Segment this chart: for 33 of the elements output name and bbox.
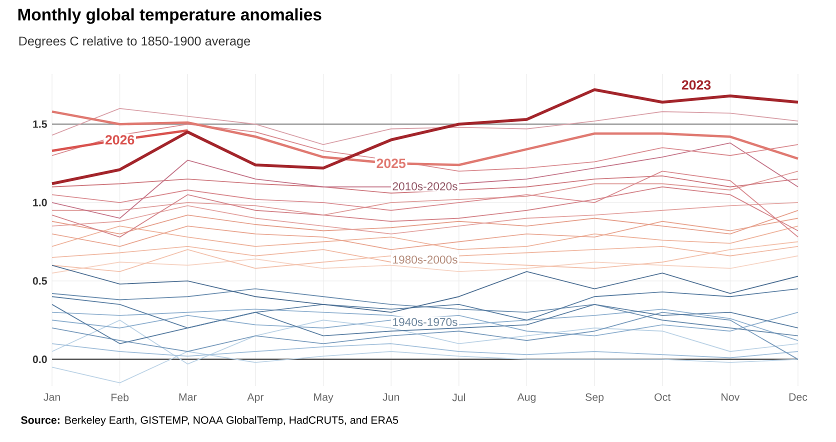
line-series xyxy=(52,202,798,234)
chart-title: Monthly global temperature anomalies xyxy=(18,8,322,24)
y-tick-label: 0.5 xyxy=(32,277,47,285)
y-tick-label: 1.0 xyxy=(33,198,47,206)
y-tick-label: 0.0 xyxy=(32,356,47,364)
x-tick-label: Aug xyxy=(517,393,536,403)
line-series xyxy=(52,264,798,313)
line-series xyxy=(52,343,798,358)
annotation: 1940s-1970s xyxy=(393,318,458,326)
line-series xyxy=(52,241,798,272)
x-tick-label: Jun xyxy=(382,393,400,401)
x-tick-label: Jul xyxy=(452,393,466,402)
line-series xyxy=(52,108,798,146)
line-series xyxy=(52,312,798,360)
line-series xyxy=(52,170,798,238)
x-tick-label: Sep xyxy=(586,393,604,404)
annotation: 1980s-2000s xyxy=(393,256,458,264)
x-tick-label: Apr xyxy=(247,393,264,403)
text: Source: Berkeley Earth, GISTEMP, NOAA GlobalTemp, HadCRUT5, and ERA5 xyxy=(21,416,398,426)
chart-subtitle: Degrees C relative to 1850-1900 average xyxy=(19,36,250,48)
series-label: 2023 xyxy=(682,80,711,90)
x-tick-label: Dec xyxy=(789,393,808,401)
x-tick-label: May xyxy=(314,393,334,403)
line-series xyxy=(52,170,798,216)
x-tick-label: Nov xyxy=(722,393,740,401)
line-series xyxy=(52,288,798,336)
x-tick-label: Oct xyxy=(654,393,671,401)
y-tick-label: 1.5 xyxy=(33,120,47,128)
line-series xyxy=(52,142,798,219)
x-tick-label: Mar xyxy=(179,393,197,401)
x-tick-label: Jan xyxy=(44,393,60,401)
annotation: 2010s-2020s xyxy=(392,182,458,190)
x-tick-label: Feb xyxy=(112,393,129,402)
